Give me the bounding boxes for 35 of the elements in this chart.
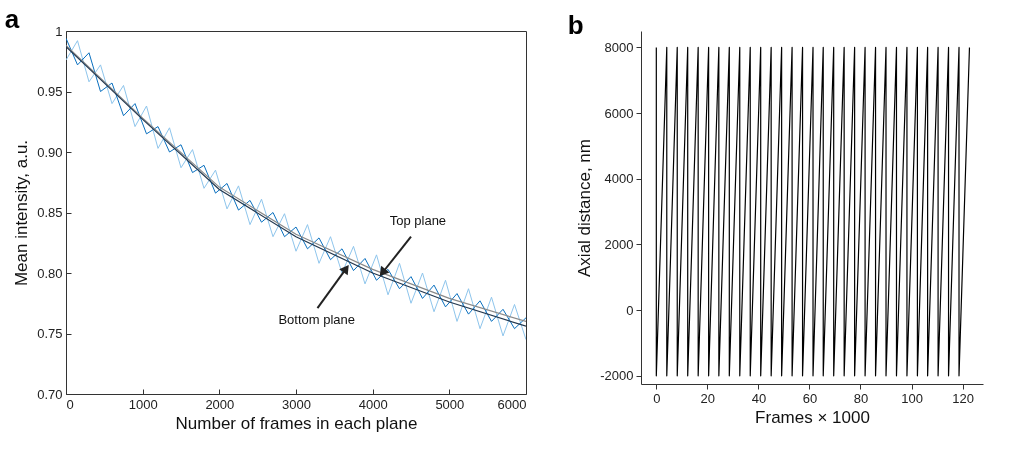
chart-title: b [567, 10, 584, 40]
y-tick-label: 0.90 [37, 144, 63, 160]
y-tick-label: 0.85 [37, 205, 63, 220]
y-tick-label: 0.95 [37, 84, 63, 99]
x-tick-label: 40 [751, 390, 767, 406]
y-axis-title: Axial distance, nm [575, 139, 595, 277]
annotation: Top plane [389, 212, 447, 228]
y-tick-label: 0 [626, 302, 634, 318]
chart-title: a [4, 4, 20, 34]
x-tick-label: 120 [952, 390, 974, 406]
x-tick-label: 3000 [282, 396, 311, 412]
x-tick-label: 5000 [435, 396, 465, 412]
y-tick-label: 8000 [604, 39, 634, 55]
x-tick-label: 20 [700, 390, 716, 406]
x-tick-label: 1000 [128, 396, 158, 412]
y-tick-label: 0.70 [37, 386, 63, 402]
y-tick-label: 1 [55, 23, 63, 39]
y-tick-label: 0.75 [37, 326, 63, 341]
y-axis-title: Mean intensity, a.u. [12, 139, 32, 287]
x-tick-label: 4000 [358, 396, 388, 412]
x-tick-label: 6000 [497, 396, 527, 412]
annotation: Bottom plane [278, 312, 355, 328]
x-tick-label: 100 [901, 390, 923, 406]
y-tick-label: -2000 [600, 368, 634, 384]
x-tick-label: 80 [853, 390, 869, 406]
x-axis-title: Frames × 1000 [755, 407, 870, 427]
y-tick-label: 4000 [604, 171, 634, 187]
x-tick-label: 2000 [205, 396, 235, 412]
x-tick-label: 60 [802, 390, 818, 406]
y-tick-label: 6000 [604, 105, 634, 121]
x-tick-label: 0 [66, 396, 74, 412]
y-tick-label: 0.80 [37, 265, 63, 281]
x-axis-title: Number of frames in each plane [175, 413, 418, 433]
x-tick-label: 0 [653, 390, 661, 406]
y-tick-label: 2000 [604, 236, 634, 252]
